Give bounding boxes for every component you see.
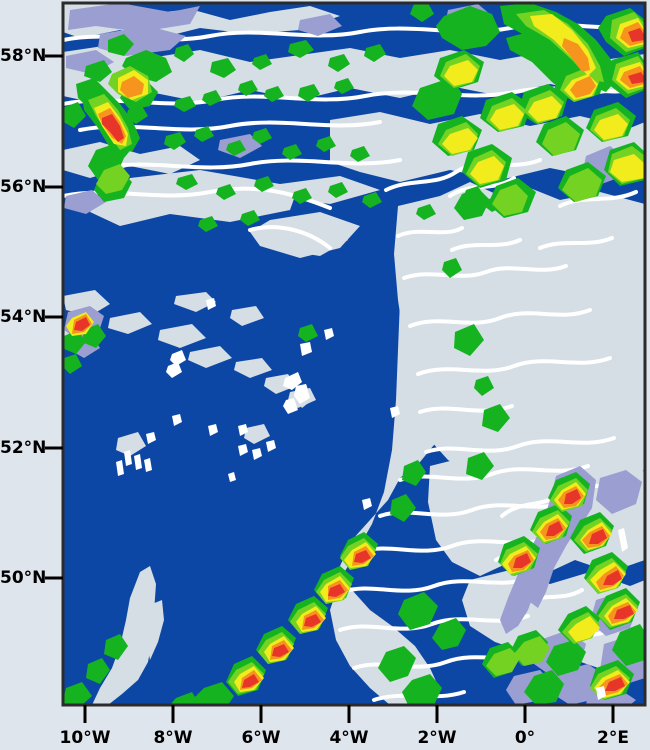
axis-frame <box>61 1 647 707</box>
xtick-label-4W: 4°W <box>329 728 369 748</box>
y-tick-marks <box>45 54 63 580</box>
red-regions <box>74 28 645 691</box>
ytick-label-58N: 58°N <box>0 46 47 66</box>
ytick-label-52N: 52°N <box>0 438 47 458</box>
xtick-label-2W: 2°W <box>417 728 457 748</box>
xtick-label-10W: 10°W <box>59 728 111 748</box>
xtick-label-8W: 8°W <box>153 728 193 748</box>
x-tick-marks <box>83 705 615 723</box>
white-speckles <box>116 298 628 700</box>
xtick-label-0: 0° <box>514 728 536 748</box>
map-field <box>63 3 645 705</box>
ytick-label-56N: 56°N <box>0 177 47 197</box>
ytick-label-50N: 50°N <box>0 568 47 588</box>
ytick-label-54N: 54°N <box>0 307 47 327</box>
xtick-label-6W: 6°W <box>241 728 281 748</box>
xtick-label-2E: 2°E <box>597 728 629 748</box>
